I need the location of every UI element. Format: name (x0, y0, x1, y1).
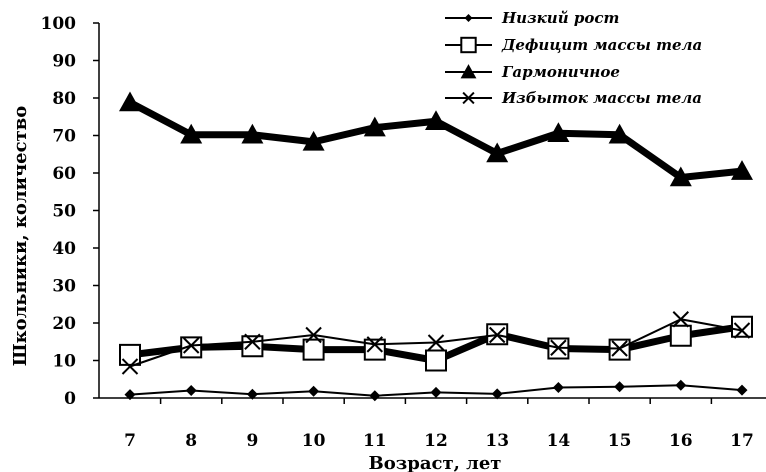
data-point (241, 123, 264, 144)
data-point (488, 326, 506, 344)
legend-marker (462, 91, 475, 105)
y-tick-label: 0 (64, 389, 76, 409)
data-point (305, 326, 322, 344)
x-tick-label: 13 (485, 431, 509, 451)
data-point (124, 389, 136, 401)
x-tick-label: 12 (424, 431, 448, 451)
legend-item: Гармоничное (445, 63, 620, 81)
x-tick-label: 9 (246, 431, 258, 451)
cross-stroke (305, 326, 322, 344)
data-point (547, 122, 570, 143)
cross-stroke (244, 333, 261, 350)
data-point (369, 390, 381, 402)
y-tick-label: 80 (52, 89, 76, 109)
data-point (731, 160, 753, 180)
data-point (302, 130, 325, 151)
data-point (246, 388, 258, 400)
legend-label: Дефицит массы тела (501, 36, 702, 54)
cross-stroke (121, 358, 139, 375)
x-tick-label: 10 (302, 431, 326, 451)
y-tick-label: 40 (52, 239, 76, 259)
y-tick-label: 70 (52, 127, 76, 147)
data-point (486, 142, 509, 163)
legend-marker (460, 64, 477, 79)
cross-stroke (672, 311, 690, 328)
legend-item: Низкий рост (445, 9, 619, 27)
data-point (302, 338, 325, 361)
cross-stroke (182, 337, 200, 354)
legend-item: Избыток массы тела (445, 89, 702, 107)
series-layer (119, 91, 753, 402)
y-axis-label: Школьники, количество (10, 106, 31, 366)
data-point (182, 337, 200, 354)
x-tick-label: 14 (547, 431, 571, 451)
cross-stroke (462, 91, 475, 105)
x-tick-label: 11 (363, 431, 387, 451)
data-point (669, 166, 692, 187)
data-point (121, 358, 139, 375)
series-4 (121, 311, 751, 375)
data-point (185, 385, 197, 396)
cross-stroke (427, 334, 445, 351)
series-1 (124, 379, 748, 402)
x-tick-label: 7 (124, 431, 136, 451)
data-point (550, 339, 567, 356)
cross-stroke (733, 322, 751, 339)
data-point (611, 340, 628, 357)
data-point (180, 123, 203, 144)
data-point (552, 382, 564, 393)
cross-stroke (550, 339, 567, 356)
legend-label: Низкий рост (501, 9, 619, 27)
cross-stroke (488, 326, 506, 344)
legend: Низкий рост Дефицит массы тела Гармоничное… (445, 9, 702, 107)
x-tick-label: 17 (730, 431, 754, 451)
legend-label: Избыток массы тела (501, 89, 702, 107)
data-point (425, 349, 447, 372)
legend-marker (460, 36, 477, 54)
data-point (180, 336, 203, 359)
data-point (669, 324, 692, 347)
data-point (672, 311, 690, 328)
series-3 (119, 91, 753, 187)
cross-stroke (366, 336, 384, 353)
data-point (425, 110, 447, 131)
legend-label: Гармоничное (501, 63, 620, 81)
data-point (244, 333, 261, 350)
x-tick-label: 16 (669, 431, 693, 451)
data-point (491, 388, 503, 400)
data-point (366, 336, 384, 353)
y-tick-label: 20 (52, 314, 76, 334)
y-tick-label: 10 (52, 352, 76, 372)
axes: 0 10 20 30 40 50 60 70 80 90 100 7 8 9 10 11 12 13 14 15 16 1… (41, 14, 766, 451)
data-point (308, 385, 320, 397)
data-point (675, 379, 687, 391)
y-tick-label: 90 (52, 52, 76, 72)
y-tick-label: 100 (41, 14, 77, 34)
x-tick-label: 8 (185, 431, 197, 451)
y-tick-label: 50 (52, 202, 76, 222)
cross-stroke (611, 340, 628, 357)
data-point (614, 381, 626, 393)
data-point (731, 315, 753, 338)
data-point (430, 386, 442, 398)
data-point (241, 335, 264, 358)
x-tick-label: 15 (608, 431, 632, 451)
legend-item: Дефицит массы тела (445, 36, 702, 54)
data-point (363, 116, 386, 137)
y-tick-label: 60 (52, 164, 76, 184)
y-tick-label: 30 (52, 277, 76, 297)
data-point (427, 334, 445, 351)
data-point (119, 91, 141, 112)
data-point (733, 322, 751, 339)
x-axis-label: Возраст, лет (369, 453, 502, 472)
data-point (119, 343, 141, 366)
data-point (608, 123, 631, 144)
data-point (736, 384, 748, 396)
legend-marker (464, 14, 473, 22)
